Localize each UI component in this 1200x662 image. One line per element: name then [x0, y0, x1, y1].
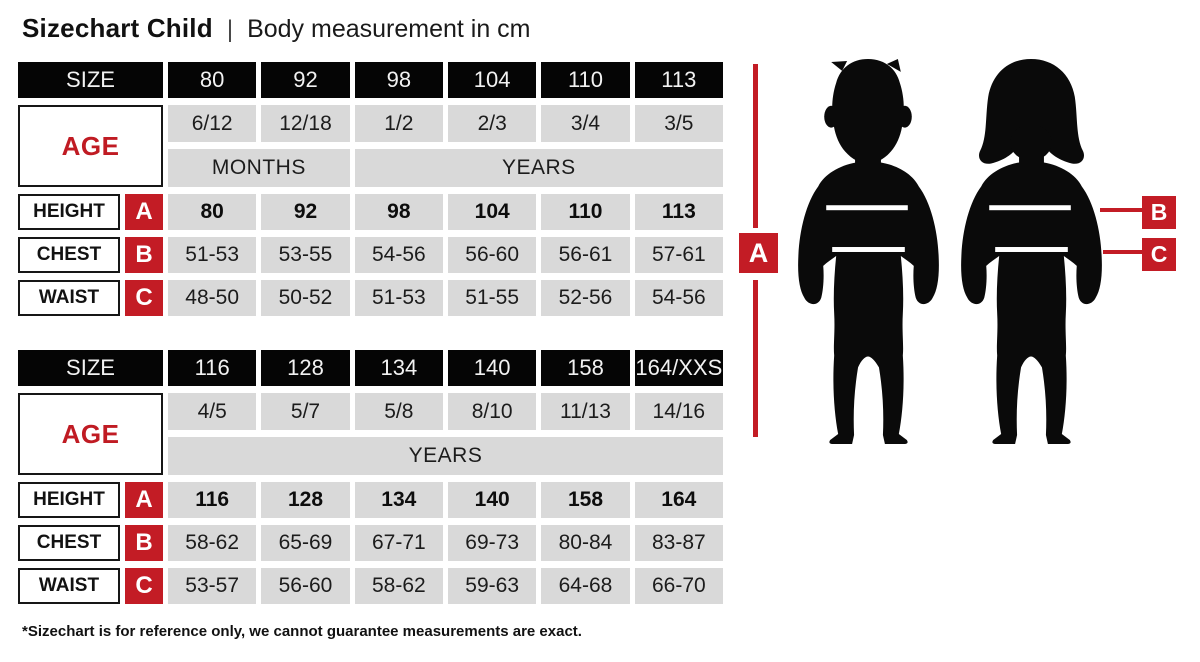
waist-value-cell: 53-57 — [168, 568, 257, 604]
marker-b-figure: B — [1142, 196, 1176, 229]
size-col-header: 92 — [261, 62, 350, 98]
page-title: Sizechart Child | Body measurement in cm — [22, 13, 531, 44]
measure-label-waist: WAIST — [18, 568, 120, 604]
age-value-cell: 2/3 — [448, 105, 537, 142]
unit-cell-months: MONTHS — [168, 149, 350, 187]
chest-value-cell: 69-73 — [448, 525, 537, 561]
title-subtitle: Body measurement in cm — [247, 15, 531, 43]
measure-label-waist: WAIST — [18, 280, 120, 316]
age-header-cell: AGE — [18, 393, 163, 475]
height-value-cell: 104 — [448, 194, 537, 230]
chest-value-cell: 65-69 — [261, 525, 350, 561]
age-value-cell: 3/5 — [634, 105, 723, 142]
chest-value-cell: 58-62 — [168, 525, 257, 561]
size-col-header: 80 — [168, 62, 257, 98]
marker-c-figure: C — [1142, 238, 1176, 271]
size-col-header: 140 — [448, 350, 537, 386]
waist-value-cell: 50-52 — [261, 280, 350, 316]
age-value-cell: 5/8 — [354, 393, 443, 430]
age-value-cell: 3/4 — [541, 105, 630, 142]
chest-value-cell: 83-87 — [634, 525, 723, 561]
height-value-cell: 128 — [261, 482, 350, 518]
chest-measure-line — [1100, 208, 1142, 212]
waist-value-cell: 59-63 — [448, 568, 537, 604]
measure-label-height: HEIGHT — [18, 482, 120, 518]
chest-value-cell: 67-71 — [354, 525, 443, 561]
unit-cell-years: YEARS — [354, 149, 723, 187]
age-value-cell: 14/16 — [634, 393, 723, 430]
chest-value-cell: 56-61 — [541, 237, 630, 273]
chest-value-cell: 57-61 — [634, 237, 723, 273]
waist-value-cell: 51-55 — [448, 280, 537, 316]
measure-label-chest: CHEST — [18, 525, 120, 561]
marker-c-badge: C — [125, 568, 163, 604]
size-col-header: 104 — [448, 62, 537, 98]
height-measure-line-top — [753, 64, 758, 228]
marker-b-badge: B — [125, 237, 163, 273]
size-col-header: 134 — [354, 350, 443, 386]
chest-value-cell: 54-56 — [354, 237, 443, 273]
waist-value-cell: 51-53 — [354, 280, 443, 316]
age-header-cell: AGE — [18, 105, 163, 187]
age-value-cell: 6/12 — [168, 105, 257, 142]
age-value-cell: 12/18 — [261, 105, 350, 142]
marker-c-badge: C — [125, 280, 163, 316]
marker-a-figure: A — [739, 233, 778, 273]
height-value-cell: 116 — [168, 482, 257, 518]
chest-value-cell: 56-60 — [448, 237, 537, 273]
height-value-cell: 92 — [261, 194, 350, 230]
waist-value-cell: 54-56 — [634, 280, 723, 316]
size-col-header: 98 — [354, 62, 443, 98]
height-value-cell: 110 — [541, 194, 630, 230]
height-value-cell: 140 — [448, 482, 537, 518]
chest-value-cell: 51-53 — [168, 237, 257, 273]
size-col-header: 110 — [541, 62, 630, 98]
boy-silhouette-icon — [798, 58, 939, 445]
height-value-cell: 134 — [354, 482, 443, 518]
title-separator: | — [226, 16, 234, 43]
measure-label-height: HEIGHT — [18, 194, 120, 230]
height-value-cell: 80 — [168, 194, 257, 230]
age-value-cell: 11/13 — [541, 393, 630, 430]
title-main: Sizechart Child — [22, 13, 213, 43]
chest-value-cell: 53-55 — [261, 237, 350, 273]
waist-value-cell: 66-70 — [634, 568, 723, 604]
chest-value-cell: 80-84 — [541, 525, 630, 561]
footnote: *Sizechart is for reference only, we can… — [22, 623, 582, 640]
size-col-header: 158 — [541, 350, 630, 386]
size-table-small: SIZE 80 92 98 104 110 113 AGE 6/12 12/18… — [18, 62, 723, 316]
unit-cell-years: YEARS — [168, 437, 723, 475]
age-value-cell: 5/7 — [261, 393, 350, 430]
waist-value-cell: 56-60 — [261, 568, 350, 604]
measure-label-chest: CHEST — [18, 237, 120, 273]
girl-silhouette-icon — [961, 58, 1102, 445]
size-col-header: 113 — [634, 62, 723, 98]
age-value-cell: 4/5 — [168, 393, 257, 430]
size-header-cell: SIZE — [18, 350, 163, 386]
waist-value-cell: 52-56 — [541, 280, 630, 316]
waist-value-cell: 48-50 — [168, 280, 257, 316]
age-value-cell: 8/10 — [448, 393, 537, 430]
marker-b-badge: B — [125, 525, 163, 561]
height-value-cell: 164 — [634, 482, 723, 518]
waist-measure-line — [1103, 250, 1142, 254]
age-value-cell: 1/2 — [354, 105, 443, 142]
waist-value-cell: 64-68 — [541, 568, 630, 604]
size-header-cell: SIZE — [18, 62, 163, 98]
marker-a-badge: A — [125, 194, 163, 230]
size-table-large: SIZE 116 128 134 140 158 164/XXS AGE 4/5… — [18, 350, 723, 604]
waist-value-cell: 58-62 — [354, 568, 443, 604]
height-measure-line-bottom — [753, 280, 758, 437]
height-value-cell: 158 — [541, 482, 630, 518]
size-col-header: 116 — [168, 350, 257, 386]
height-value-cell: 98 — [354, 194, 443, 230]
marker-a-badge: A — [125, 482, 163, 518]
size-col-header: 128 — [261, 350, 350, 386]
size-col-header: 164/XXS — [634, 350, 723, 386]
height-value-cell: 113 — [634, 194, 723, 230]
